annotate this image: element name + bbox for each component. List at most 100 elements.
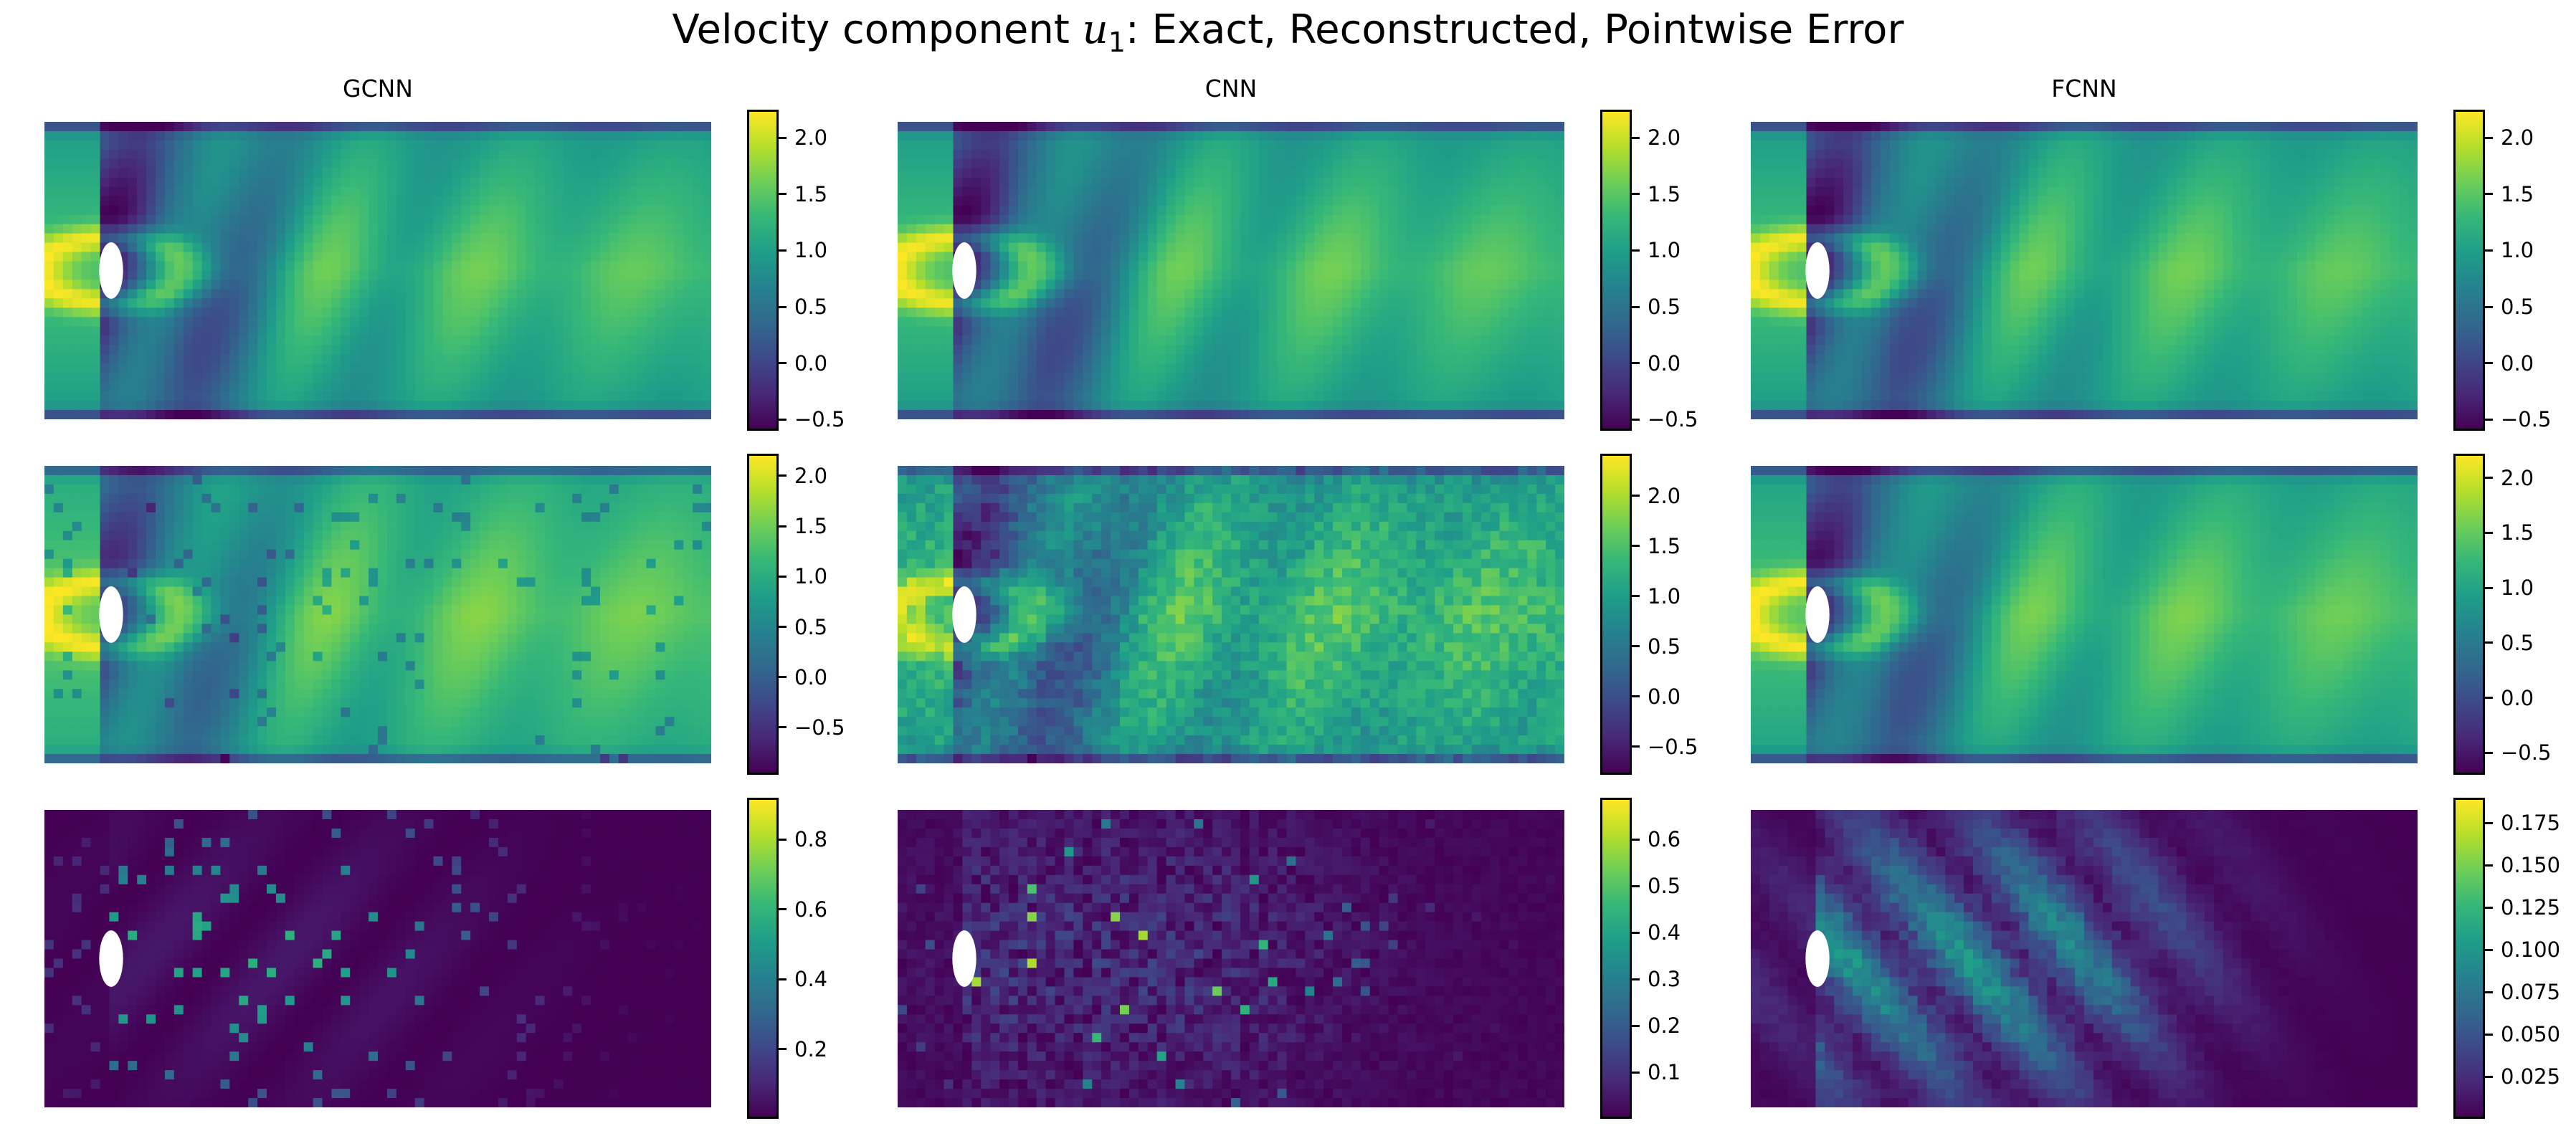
heatmap-cell <box>1147 298 1158 308</box>
heatmap-cell <box>1407 289 1417 300</box>
heatmap-cell <box>350 158 360 169</box>
heatmap-cell <box>137 233 147 244</box>
heatmap-cell <box>981 252 991 262</box>
heatmap-cell <box>257 186 267 197</box>
heatmap-cell <box>164 410 175 419</box>
heatmap-cell <box>516 326 527 336</box>
heatmap-cell <box>81 158 92 169</box>
heatmap-cell <box>1286 382 1297 392</box>
heatmap-cell <box>470 270 480 281</box>
heatmap-cell <box>1147 252 1158 262</box>
heatmap-cell <box>72 354 82 364</box>
heatmap-cell <box>553 298 564 308</box>
heatmap-cell <box>313 410 323 419</box>
heatmap-cell <box>1027 307 1037 318</box>
heatmap-cell <box>916 186 926 197</box>
heatmap-cell <box>1342 298 1352 308</box>
heatmap-cell <box>1231 168 1241 178</box>
heatmap-cell <box>1045 261 1056 272</box>
heatmap-cell <box>2380 122 2390 132</box>
heatmap-cell <box>1277 122 1288 132</box>
heatmap-cell <box>1222 410 1232 419</box>
heatmap-cell <box>962 130 972 141</box>
heatmap-cell <box>572 130 582 141</box>
heatmap-cell <box>507 335 518 345</box>
heatmap-cell <box>386 205 397 216</box>
heatmap-cell <box>1036 149 1047 160</box>
heatmap-cell <box>990 280 1000 290</box>
heatmap-cell <box>953 317 964 327</box>
heatmap-cell <box>1555 354 1564 364</box>
heatmap-cell <box>156 401 166 411</box>
heatmap-cell <box>341 149 351 160</box>
heatmap-cell <box>934 270 945 281</box>
heatmap-cell <box>331 373 341 383</box>
heatmap-cell <box>405 130 416 141</box>
heatmap-cell <box>544 242 555 253</box>
heatmap-cell <box>618 335 629 345</box>
heatmap-cell <box>1499 242 1510 253</box>
heatmap-cell <box>174 214 184 225</box>
heatmap-cell <box>1120 168 1130 178</box>
heatmap-cell <box>1055 158 1065 169</box>
heatmap-cell <box>1017 233 1028 244</box>
heatmap-cell <box>898 280 908 290</box>
heatmap-cell <box>1222 205 1232 216</box>
heatmap-cell <box>331 354 341 364</box>
heatmap-cell <box>480 168 490 178</box>
heatmap-cell <box>1296 158 1306 169</box>
heatmap-cell <box>1222 391 1232 401</box>
heatmap-cell <box>1508 168 1519 178</box>
heatmap-cell <box>359 186 369 197</box>
heatmap-cell <box>1499 298 1510 308</box>
heatmap-cell <box>1073 196 1083 206</box>
heatmap-cell <box>1156 373 1167 383</box>
heatmap-cell <box>516 233 527 244</box>
heatmap-cell <box>405 196 416 206</box>
heatmap-cell <box>693 289 703 300</box>
heatmap-cell <box>1425 205 1435 216</box>
heatmap-cell <box>1138 186 1149 197</box>
heatmap-cell <box>609 177 619 188</box>
heatmap-cell <box>220 186 230 197</box>
heatmap-cell <box>1880 158 1891 169</box>
heatmap-cell <box>1240 335 1250 345</box>
heatmap-cell <box>544 307 555 318</box>
heatmap-cell <box>498 177 508 188</box>
heatmap-cell <box>424 158 434 169</box>
heatmap-cell <box>627 233 638 244</box>
heatmap-cell <box>535 335 546 345</box>
heatmap-cell <box>1055 335 1065 345</box>
heatmap-cell <box>1462 252 1473 262</box>
heatmap-cell <box>906 196 917 206</box>
heatmap-cell <box>1333 345 1343 355</box>
heatmap-cell <box>2288 149 2298 160</box>
heatmap-cell <box>62 270 73 281</box>
heatmap-cell <box>2343 140 2354 151</box>
heatmap-cell <box>1203 186 1213 197</box>
heatmap-cell <box>906 382 917 392</box>
heatmap-cell <box>2371 122 2381 132</box>
heatmap-cell <box>1518 177 1528 188</box>
heatmap-cell <box>1462 261 1473 272</box>
heatmap-cell <box>414 214 425 225</box>
heatmap-cell <box>1036 242 1047 253</box>
heatmap-cell <box>341 242 351 253</box>
heatmap-cell <box>1064 280 1075 290</box>
heatmap-cell <box>2056 158 2066 169</box>
colorbar-tick-mark <box>779 362 786 365</box>
heatmap-cell <box>1305 196 1315 206</box>
heatmap-cell <box>925 298 936 308</box>
heatmap-cell <box>934 345 945 355</box>
heatmap-cell <box>1277 401 1288 411</box>
heatmap-cell <box>53 177 64 188</box>
heatmap-cell <box>1147 382 1158 392</box>
heatmap-cell <box>1490 307 1501 318</box>
heatmap-cell <box>563 289 573 300</box>
heatmap-cell <box>591 354 601 364</box>
heatmap-cell <box>516 140 527 151</box>
heatmap-cell <box>1083 280 1093 290</box>
heatmap-cell <box>137 326 147 336</box>
heatmap-cell <box>572 177 582 188</box>
heatmap-cell <box>618 242 629 253</box>
